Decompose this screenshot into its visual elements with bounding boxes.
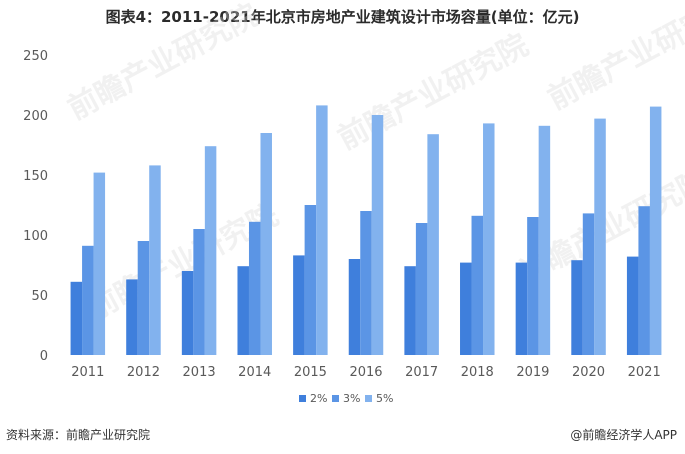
bar-3pct-2018 xyxy=(471,215,484,355)
bar-2pct-2016 xyxy=(348,259,361,355)
bar-3pct-2012 xyxy=(137,241,150,355)
bar-3pct-2017 xyxy=(415,223,428,355)
x-tick-label: 2014 xyxy=(238,365,271,380)
x-tick-label: 2019 xyxy=(516,365,549,380)
bar-5pct-2011 xyxy=(93,172,106,355)
bar-5pct-2017 xyxy=(427,134,439,355)
legend-label: 2% xyxy=(310,392,327,405)
x-tick-label: 2021 xyxy=(628,365,661,380)
source-note: 资料来源：前瞻产业研究院 xyxy=(6,428,151,442)
bar-3pct-2011 xyxy=(82,245,94,355)
bar-2pct-2015 xyxy=(293,255,305,355)
bar-5pct-2018 xyxy=(483,123,495,356)
bar-2pct-2020 xyxy=(571,260,583,355)
bar-3pct-2013 xyxy=(193,229,205,355)
legend-swatch xyxy=(332,395,339,402)
bar-2pct-2011 xyxy=(70,281,83,355)
legend-swatch xyxy=(365,395,372,402)
x-tick-label: 2013 xyxy=(183,365,216,380)
watermark-text: 前瞻产业研究院 xyxy=(542,0,685,117)
bar-2pct-2021 xyxy=(626,256,639,355)
bar-2pct-2017 xyxy=(404,266,416,355)
bar-5pct-2019 xyxy=(538,125,551,355)
bar-5pct-2012 xyxy=(149,165,161,355)
bar-3pct-2020 xyxy=(582,213,595,355)
y-tick-label: 0 xyxy=(40,349,48,364)
x-tick-label: 2012 xyxy=(127,365,160,380)
bar-2pct-2019 xyxy=(515,262,528,355)
bar-3pct-2015 xyxy=(304,205,317,355)
legend-label: 5% xyxy=(376,392,393,405)
bar-5pct-2013 xyxy=(204,146,217,355)
bar-2pct-2018 xyxy=(460,262,472,355)
y-tick-label: 250 xyxy=(23,49,48,64)
x-tick-label: 2011 xyxy=(71,365,104,380)
watermark-text: 前瞻产业研究院 xyxy=(62,0,264,127)
x-tick-label: 2020 xyxy=(572,365,605,380)
x-tick-label: 2018 xyxy=(461,365,494,380)
bar-3pct-2019 xyxy=(527,217,539,355)
brand-note: @前瞻经济学人APP xyxy=(570,428,677,442)
bar-5pct-2015 xyxy=(316,105,328,356)
chart-title: 图表4：2011-2021年北京市房地产业建筑设计市场容量(单位：亿元) xyxy=(105,8,580,26)
legend-swatch xyxy=(299,395,306,402)
x-tick-label: 2015 xyxy=(294,365,327,380)
bar-3pct-2016 xyxy=(360,211,372,355)
y-tick-label: 50 xyxy=(31,289,48,304)
bar-5pct-2021 xyxy=(649,106,662,355)
bar-3pct-2021 xyxy=(638,206,650,355)
x-tick-label: 2017 xyxy=(405,365,438,380)
bar-2pct-2012 xyxy=(126,279,138,355)
bar-2pct-2013 xyxy=(181,271,194,355)
y-tick-label: 150 xyxy=(23,169,48,184)
y-tick-label: 200 xyxy=(23,109,48,124)
bar-5pct-2014 xyxy=(260,133,272,355)
bar-3pct-2014 xyxy=(248,221,261,355)
x-tick-label: 2016 xyxy=(349,365,382,380)
bar-5pct-2020 xyxy=(594,118,606,355)
y-tick-label: 100 xyxy=(23,229,48,244)
bar-5pct-2016 xyxy=(371,115,384,355)
legend-label: 3% xyxy=(343,392,360,405)
bar-2pct-2014 xyxy=(237,266,249,355)
